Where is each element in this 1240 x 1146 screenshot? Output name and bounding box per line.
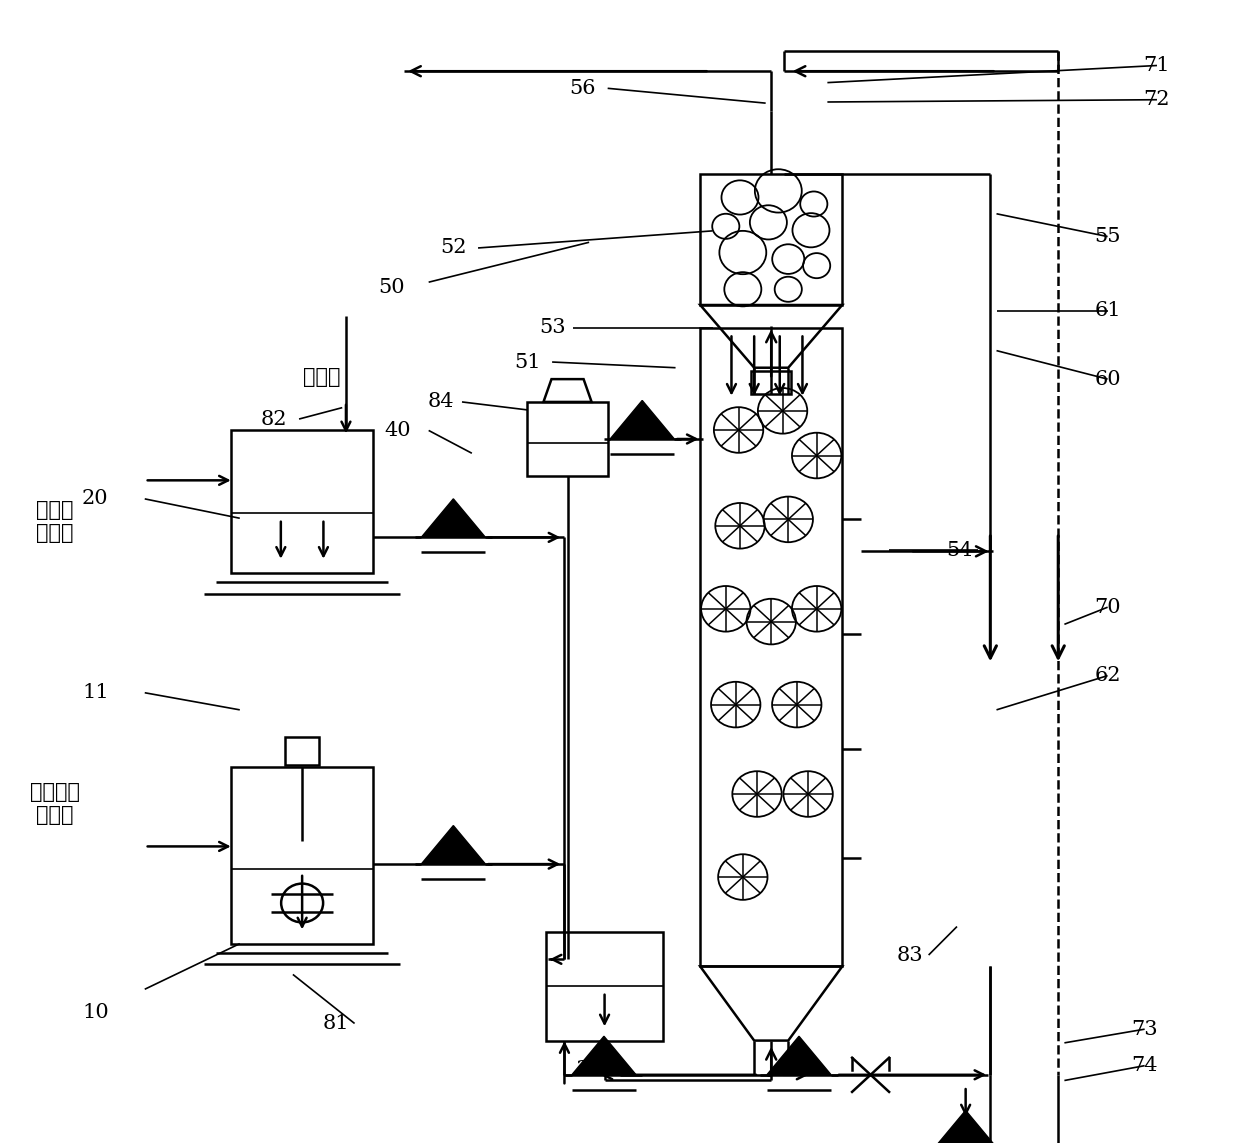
Bar (527, 402, 608, 476)
Text: 55: 55 (1095, 227, 1121, 246)
Text: 62: 62 (1095, 666, 1121, 685)
Polygon shape (934, 1110, 998, 1146)
Bar (285, 737, 319, 764)
Bar (701, 328, 842, 966)
Text: 82: 82 (262, 409, 288, 429)
Text: 81: 81 (322, 1014, 350, 1033)
Text: 50: 50 (378, 278, 405, 298)
Polygon shape (422, 499, 485, 537)
Bar (546, 932, 663, 1041)
Text: 56: 56 (569, 79, 596, 97)
Polygon shape (610, 400, 675, 439)
Text: 自来水: 自来水 (303, 367, 340, 387)
Text: 40: 40 (384, 421, 412, 440)
Text: 51: 51 (515, 353, 541, 371)
Text: 10: 10 (82, 1003, 109, 1021)
Polygon shape (766, 1036, 831, 1075)
Text: 城市生
活污水: 城市生 活污水 (36, 500, 73, 543)
Text: 70: 70 (1094, 598, 1121, 617)
Text: 54: 54 (946, 541, 972, 559)
Text: 30: 30 (575, 1060, 603, 1078)
Text: 53: 53 (539, 319, 565, 337)
Text: 72: 72 (1143, 91, 1171, 109)
Text: 52: 52 (440, 238, 466, 258)
Text: 20: 20 (82, 489, 109, 509)
Bar (231, 431, 373, 573)
Polygon shape (572, 1036, 636, 1075)
Text: 73: 73 (1131, 1020, 1158, 1038)
Text: 84: 84 (428, 392, 454, 411)
Text: 11: 11 (82, 683, 109, 702)
Text: 71: 71 (1143, 56, 1171, 74)
Bar (231, 767, 373, 943)
Polygon shape (422, 825, 485, 864)
Text: 83: 83 (897, 945, 924, 965)
Text: 61: 61 (1094, 301, 1121, 320)
Text: 60: 60 (1094, 370, 1121, 388)
Bar (751, 371, 791, 394)
Bar (701, 174, 842, 305)
Text: 74: 74 (1131, 1057, 1158, 1075)
Text: 工业硬酸
盐废水: 工业硬酸 盐废水 (30, 782, 79, 825)
